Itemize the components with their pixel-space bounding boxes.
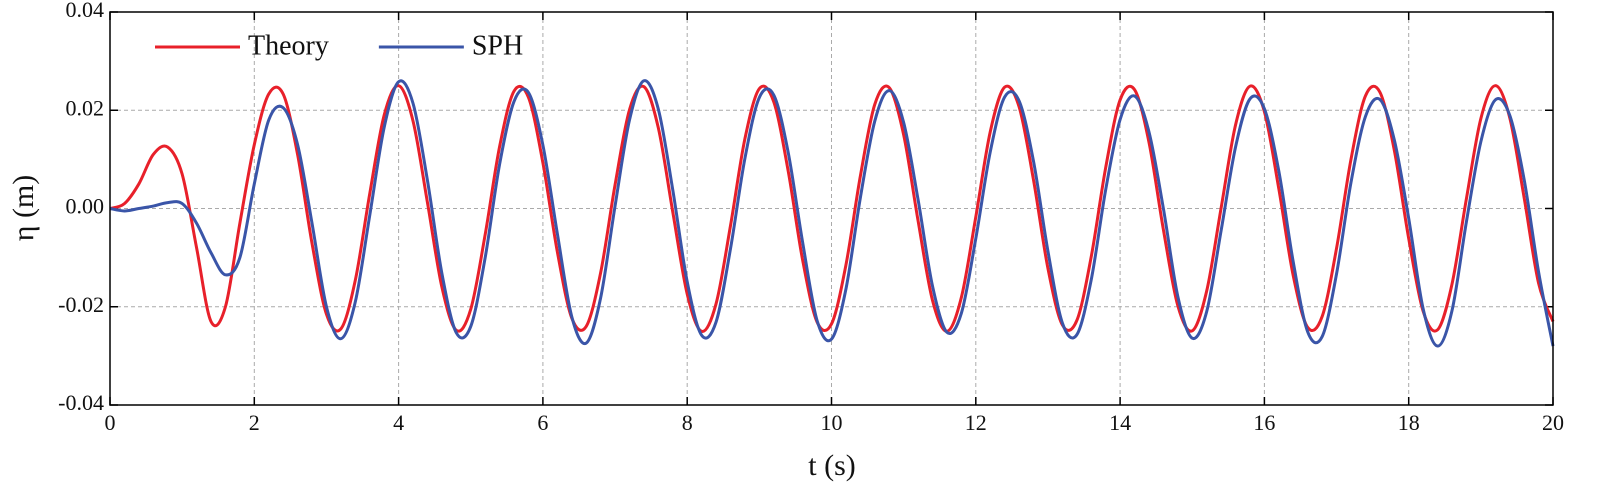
plot-frame [109,11,1554,406]
series-line [109,79,1555,348]
legend-label: Theory [248,30,329,61]
x-tick-label: 4 [393,410,404,435]
x-tick-label: 0 [105,410,116,435]
y-tick-label: -0.04 [58,390,104,415]
x-axis-label: t (s) [808,449,856,482]
x-tick-label: 12 [965,410,987,435]
y-tick-label: 0.02 [66,95,105,120]
x-tick-label: 18 [1398,410,1420,435]
x-tick-label: 14 [1109,410,1131,435]
y-tick-label: -0.02 [58,292,104,317]
y-tick-label: 0.00 [66,194,105,219]
legend-label: SPH [472,30,523,61]
x-tick-label: 16 [1253,410,1275,435]
series-line [109,84,1555,333]
x-tick-label: 20 [1542,410,1564,435]
y-tick-label: 0.04 [66,0,105,22]
x-tick-label: 8 [682,410,693,435]
x-tick-label: 6 [537,410,548,435]
x-tick-label: 2 [249,410,260,435]
x-tick-label: 10 [821,410,843,435]
y-axis-label: η (m) [7,175,40,242]
